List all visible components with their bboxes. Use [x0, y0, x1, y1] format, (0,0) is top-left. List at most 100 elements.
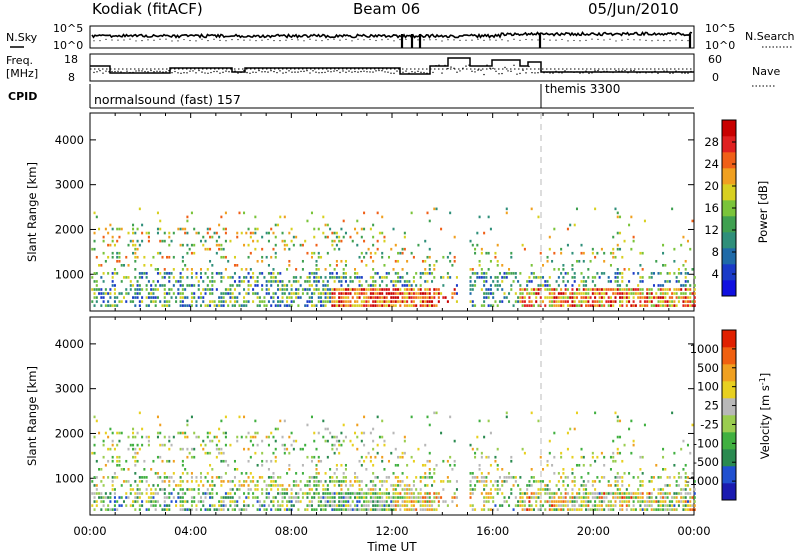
velocity-cell: [521, 500, 524, 503]
velocity-cell: [412, 492, 415, 495]
nsearch-point: [531, 39, 533, 41]
power-cell: [181, 227, 184, 231]
velocity-cell: [580, 500, 583, 503]
power-cell: [435, 288, 438, 291]
nave-point: [375, 70, 377, 72]
velocity-cell: [276, 488, 280, 491]
velocity-cell: [498, 488, 501, 491]
power-cell: [435, 292, 438, 295]
velocity-cell: [308, 500, 311, 503]
power-cell: [505, 296, 508, 299]
velocity-cell: [571, 468, 574, 471]
power-cell: [186, 251, 189, 255]
power-cell: [186, 243, 189, 247]
velocity-cell: [365, 484, 368, 487]
velocity-cell: [603, 463, 606, 467]
power-cell: [281, 231, 284, 235]
velocity-cell: [453, 459, 456, 463]
velocity-cell: [333, 451, 336, 455]
velocity-cell: [675, 508, 678, 511]
velocity-cell: [625, 508, 628, 511]
power-cell: [252, 231, 255, 235]
velocity-cell: [100, 480, 103, 483]
power-cell: [394, 243, 397, 247]
velocity-cell: [95, 484, 98, 487]
power-cell: [575, 304, 579, 307]
power-cell: [646, 288, 649, 291]
velocity-cell: [292, 496, 295, 499]
nave-point: [225, 70, 227, 72]
velocity-cell: [519, 488, 522, 491]
velocity-cell: [582, 492, 585, 495]
velocity-cell: [657, 476, 660, 479]
power-cell: [673, 288, 676, 291]
velocity-cell: [168, 435, 171, 439]
power-cell: [544, 280, 547, 283]
power-cell: [580, 300, 583, 303]
velocity-cell: [662, 496, 665, 499]
velocity-cell: [202, 439, 205, 443]
velocity-cell: [107, 447, 110, 451]
power-cell: [270, 255, 273, 259]
power-cell: [229, 276, 232, 279]
power-cell: [571, 296, 574, 299]
velocity-cell: [476, 476, 479, 479]
nave-point: [399, 71, 401, 73]
velocity-cell: [609, 500, 612, 503]
power-cell: [589, 296, 592, 299]
power-cell: [238, 304, 241, 307]
velocity-cell: [224, 435, 227, 439]
velocity-cell: [353, 476, 357, 479]
power-cell: [585, 284, 588, 287]
nave-point: [369, 71, 371, 73]
velocity-cell: [367, 492, 370, 495]
velocity-cell: [394, 496, 397, 499]
nave-point: [495, 70, 497, 72]
velocity-cell: [652, 500, 656, 503]
power-cell: [129, 239, 132, 243]
velocity-cell: [292, 447, 295, 451]
power-cell: [220, 276, 223, 279]
velocity-cell: [485, 455, 488, 459]
power-cell: [199, 239, 203, 243]
power-cell: [186, 296, 189, 299]
velocity-cell: [256, 443, 259, 447]
velocity-cell: [372, 504, 375, 507]
power-cell: [489, 276, 492, 279]
velocity-cell: [571, 500, 574, 503]
power-cell: [356, 304, 359, 307]
power-cell: [351, 296, 354, 299]
power-cell: [315, 259, 318, 263]
velocity-cell: [329, 480, 332, 483]
power-cell: [616, 243, 619, 247]
power-cell: [261, 235, 264, 239]
power-cell: [111, 272, 114, 275]
velocity-cell: [589, 508, 592, 511]
velocity-cell: [662, 508, 665, 511]
power-cell: [421, 300, 424, 303]
power-cell: [215, 304, 218, 307]
power-cell: [270, 227, 273, 231]
power-cell: [591, 247, 594, 251]
velocity-cell: [431, 476, 434, 479]
power-cell: [693, 284, 696, 287]
power-cell: [446, 255, 449, 259]
power-cell: [209, 300, 212, 303]
velocity-cell: [329, 496, 332, 499]
velocity-cell: [329, 504, 332, 507]
velocity-cell: [421, 496, 424, 499]
power-cell: [347, 284, 350, 287]
velocity-cell: [453, 492, 456, 495]
velocity-cell: [340, 508, 343, 511]
power-cell: [406, 304, 409, 307]
power-cell: [508, 268, 511, 271]
velocity-cell: [616, 451, 619, 455]
power-cell: [351, 304, 354, 307]
velocity-cell: [582, 455, 585, 459]
power-cell: [301, 243, 304, 247]
power-cell: [363, 292, 366, 295]
power-cell: [163, 231, 166, 235]
velocity-cell: [181, 504, 184, 507]
power-cell: [122, 296, 126, 299]
velocity-cell: [215, 492, 218, 495]
